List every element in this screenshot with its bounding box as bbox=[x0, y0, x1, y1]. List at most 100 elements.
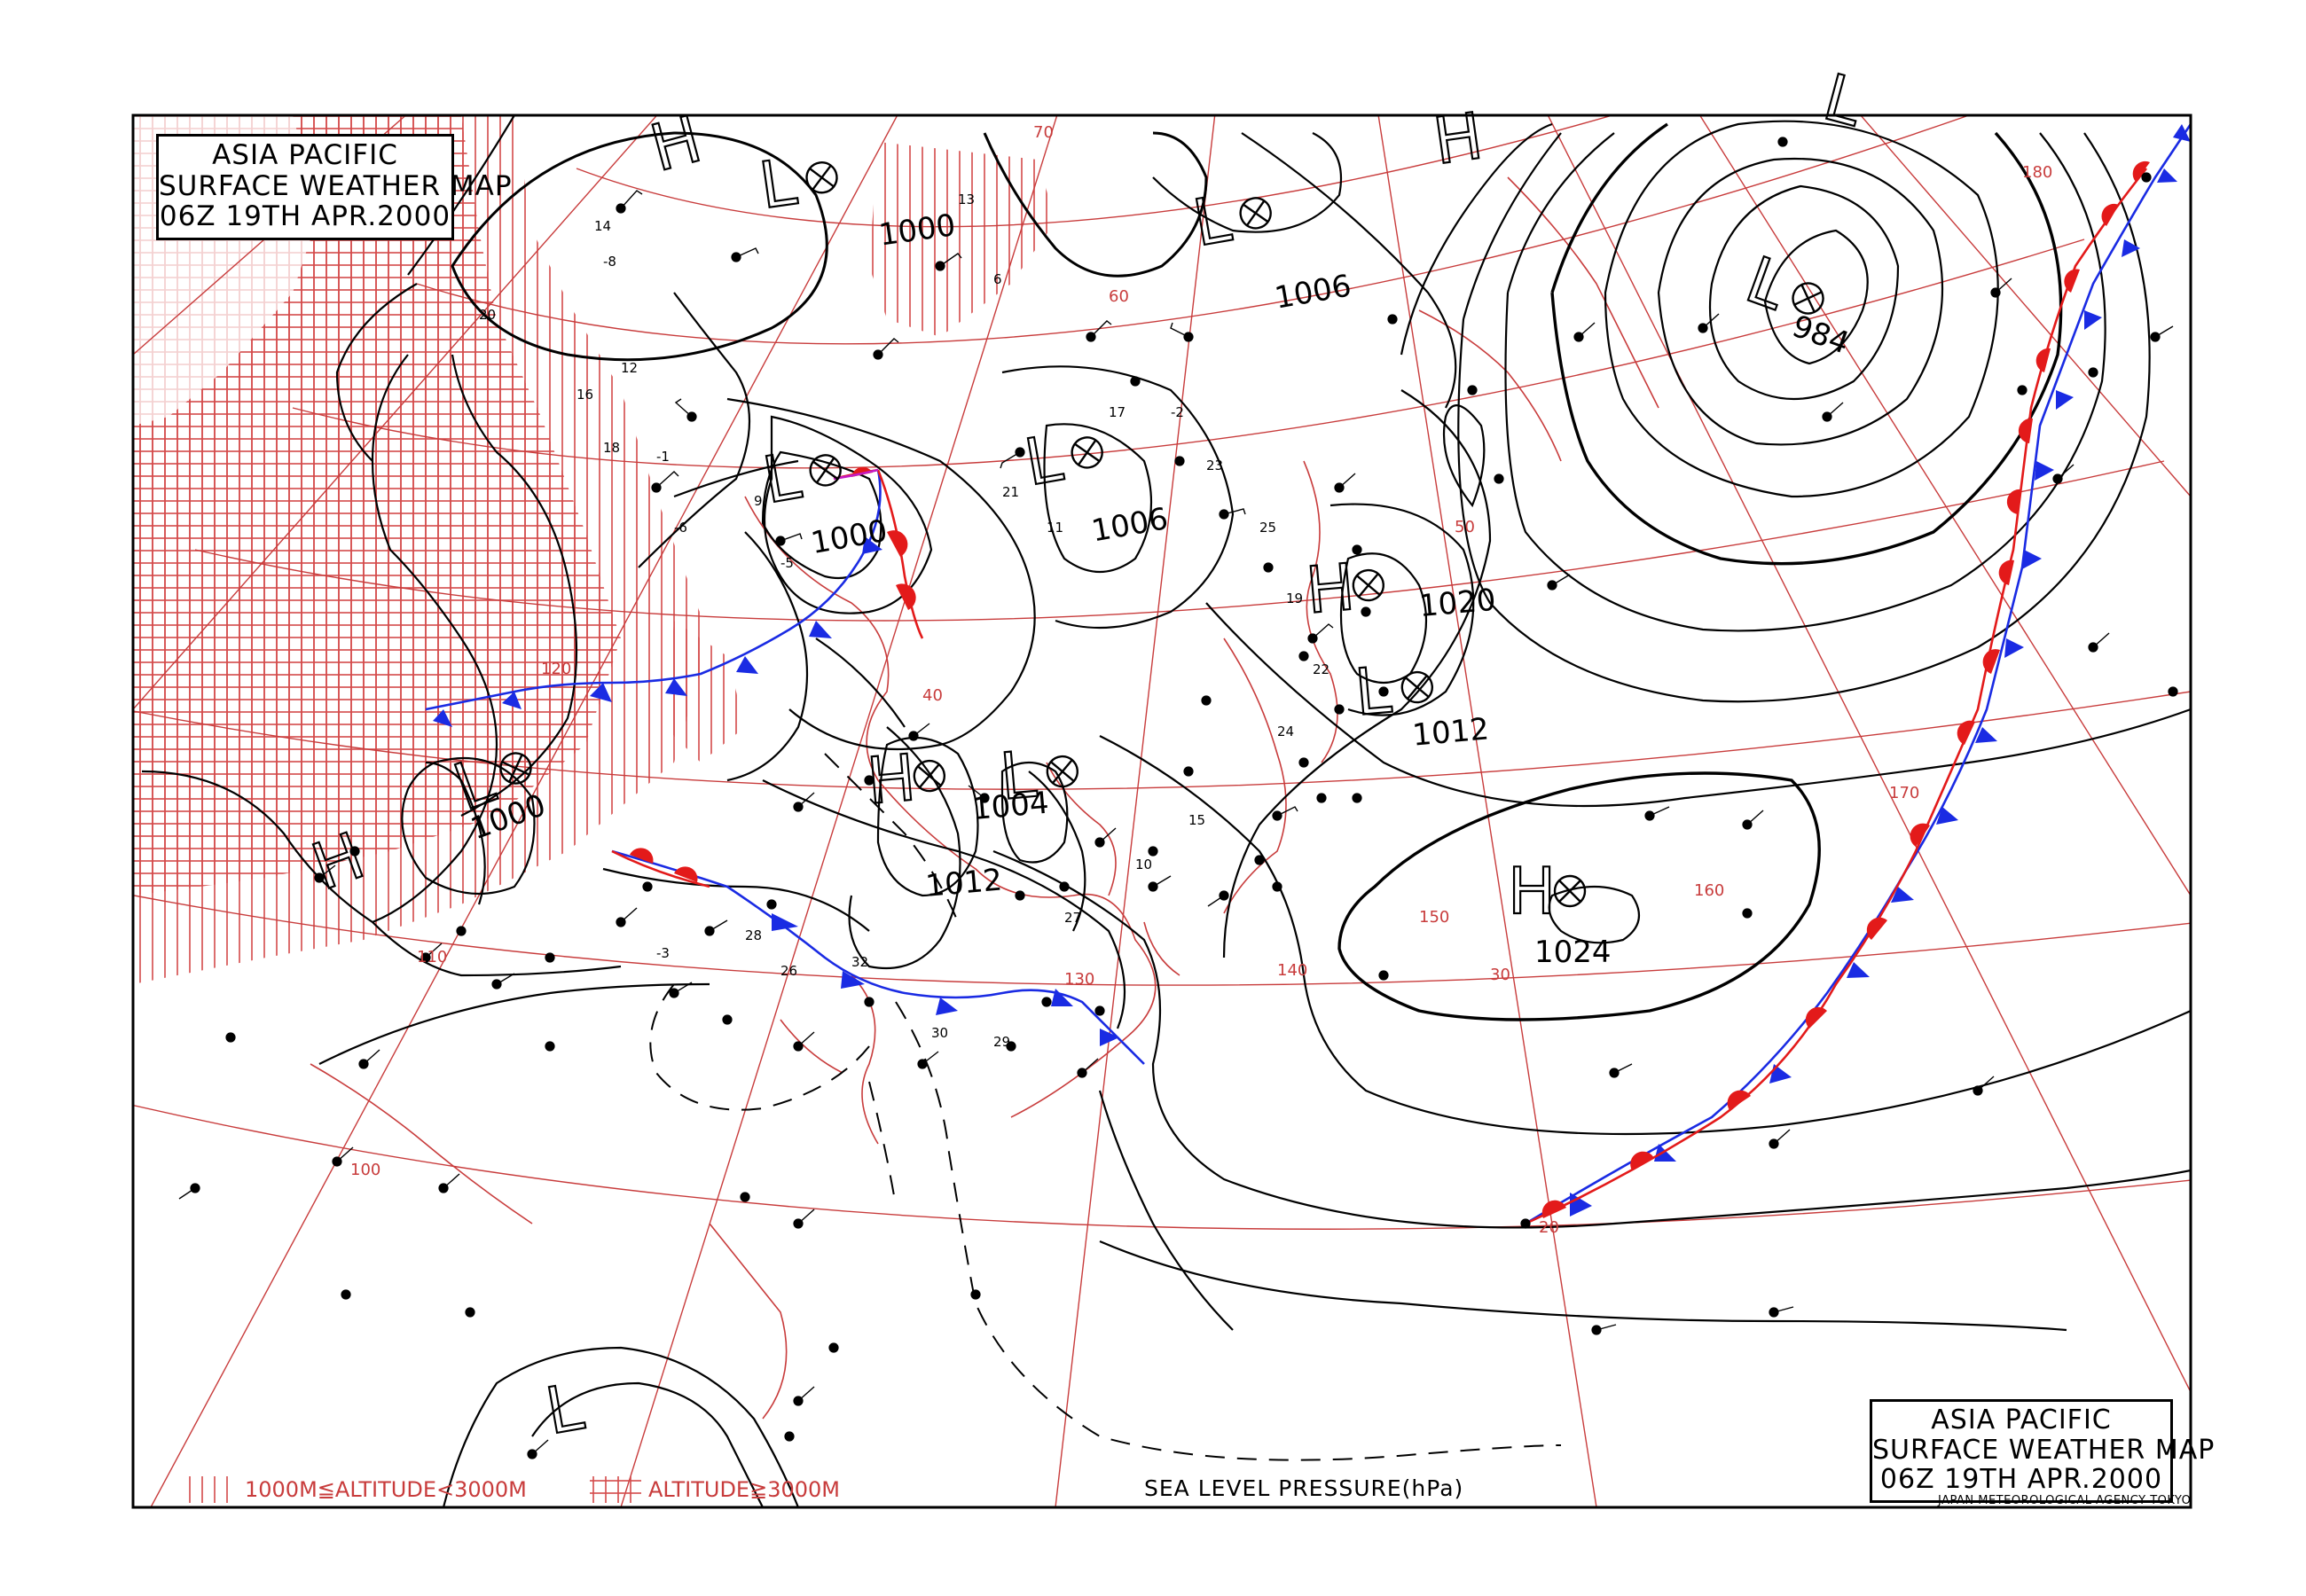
station-value: 30 bbox=[931, 1025, 948, 1041]
longitude-label: 120 bbox=[541, 660, 571, 678]
title-line-3: 06Z 19TH APR.2000 bbox=[1879, 1464, 2163, 1496]
center-marker-icon bbox=[1400, 670, 1434, 704]
legend-low-altitude: 1000M≦ALTITUDE<3000M bbox=[186, 1474, 527, 1506]
longitude-label: 110 bbox=[417, 948, 447, 966]
center-cross-icon bbox=[1793, 284, 1823, 313]
station-value: -5 bbox=[780, 555, 794, 571]
longitude-label: 160 bbox=[1694, 881, 1724, 900]
high-symbol-label: H bbox=[864, 740, 918, 818]
isobars bbox=[141, 115, 2191, 1507]
longitude-label: 100 bbox=[350, 1161, 380, 1179]
center-marker-icon bbox=[1046, 755, 1079, 788]
legend-high-altitude: ALTITUDE≧3000M bbox=[590, 1474, 840, 1506]
station-value: 25 bbox=[1259, 520, 1276, 536]
low-symbol-label: L bbox=[997, 737, 1039, 814]
station-value: 10 bbox=[1135, 857, 1152, 872]
warm-front-bumps bbox=[630, 160, 2150, 1218]
center-marker-icon bbox=[499, 752, 532, 785]
station-value: 21 bbox=[1002, 484, 1019, 500]
station-value: -6 bbox=[674, 520, 687, 536]
latitude-label: 20 bbox=[1539, 1218, 1559, 1237]
station-value: -3 bbox=[656, 945, 670, 961]
pressure-caption: SEA LEVEL PRESSURE(hPa) bbox=[1144, 1475, 1464, 1501]
grid-labels: 100 110 120 130 140 150 160 170 180 20 30 40 50 60 70 bbox=[350, 123, 2052, 1237]
high-pressure-center: H bbox=[1428, 98, 1488, 180]
center-cross-icon bbox=[917, 763, 942, 788]
latitude-label: 70 bbox=[1033, 123, 1054, 142]
longitude-label: 170 bbox=[1889, 784, 1919, 802]
center-cross-icon bbox=[501, 754, 530, 783]
center-marker-icon bbox=[1239, 197, 1272, 230]
high-pressure-center: H 1020 bbox=[1302, 549, 1497, 630]
low-symbol-label: L bbox=[1352, 653, 1393, 730]
hatch-swatch-icon bbox=[186, 1476, 238, 1503]
longitude-label: 140 bbox=[1277, 961, 1307, 980]
latitude-label: 40 bbox=[922, 686, 943, 705]
station-value: -2 bbox=[1171, 404, 1184, 420]
title-line-2: SURFACE WEATHER MAP bbox=[1872, 1434, 2216, 1466]
title-line-2: SURFACE WEATHER MAP bbox=[159, 169, 513, 202]
station-value: 29 bbox=[993, 1034, 1010, 1050]
station-value: 20 bbox=[479, 307, 496, 323]
station-value: 22 bbox=[1313, 661, 1329, 677]
center-marker-icon bbox=[805, 161, 838, 194]
crosshatch-swatch-icon bbox=[590, 1476, 641, 1503]
dashed-isobars bbox=[649, 753, 1562, 1461]
coastlines bbox=[310, 176, 1659, 1420]
station-value: 24 bbox=[1277, 724, 1294, 739]
lat-lon-grid bbox=[133, 115, 2191, 1507]
station-value: 11 bbox=[1047, 520, 1063, 536]
high-symbol-label: H bbox=[1429, 98, 1486, 179]
center-marker-icon bbox=[1553, 874, 1587, 908]
title-box-bottom-right: ASIA PACIFIC SURFACE WEATHER MAP 06Z 19T… bbox=[1870, 1399, 2216, 1503]
station-value: 19 bbox=[1286, 591, 1303, 606]
station-value: 18 bbox=[603, 440, 620, 456]
longitude-label: 180 bbox=[2022, 163, 2052, 182]
station-value: -1 bbox=[656, 449, 670, 465]
title-line-3: 06Z 19TH APR.2000 bbox=[159, 200, 451, 233]
high-pressure-center: H 1024 bbox=[1507, 853, 1612, 970]
center-marker-icon bbox=[1352, 568, 1385, 602]
latitude-label: 30 bbox=[1490, 966, 1510, 984]
station-values: 14 -8 20 16 12 18 -1 -6 9 -5 13 6 21 11 17 -2 23 25 19 22 24… bbox=[479, 192, 1329, 1050]
latitude-label: 60 bbox=[1109, 287, 1129, 306]
station-value: -8 bbox=[603, 254, 616, 270]
station-value: 28 bbox=[745, 927, 762, 943]
station-value: 17 bbox=[1109, 404, 1126, 420]
high-symbol-label: H bbox=[1508, 854, 1556, 928]
longitude-label: 150 bbox=[1419, 908, 1449, 927]
station-value: 32 bbox=[851, 954, 868, 970]
center-cross-icon bbox=[812, 457, 839, 483]
title-line-1: ASIA PACIFIC bbox=[212, 139, 398, 171]
station-value: 6 bbox=[993, 271, 1002, 287]
station-wind-barbs bbox=[178, 190, 2174, 1455]
title-box-top-left: ASIA PACIFIC SURFACE WEATHER MAP 06Z 19T… bbox=[156, 134, 513, 241]
center-cross-icon bbox=[1050, 759, 1075, 784]
station-value: 9 bbox=[754, 493, 763, 509]
station-value: 12 bbox=[621, 360, 638, 376]
center-marker-icon bbox=[809, 454, 842, 487]
station-value: 26 bbox=[780, 963, 797, 979]
center-cross-icon bbox=[1558, 880, 1581, 903]
center-cross-icon bbox=[809, 164, 835, 191]
legend-high-altitude-label: ALTITUDE≧3000M bbox=[648, 1477, 840, 1502]
legend-low-altitude-label: 1000M≦ALTITUDE<3000M bbox=[245, 1477, 527, 1502]
map-frame bbox=[131, 113, 2192, 1509]
station-value: 13 bbox=[958, 192, 975, 207]
center-marker-icon bbox=[1792, 282, 1824, 315]
high-pressure-center: H 1012 bbox=[863, 739, 1003, 904]
pressure-value-label: 1024 bbox=[1534, 935, 1612, 970]
station-value: 23 bbox=[1206, 458, 1223, 473]
pressure-value-label: 1004 bbox=[970, 786, 1050, 827]
center-cross-icon bbox=[1405, 675, 1430, 700]
high-symbol-label: H bbox=[1303, 550, 1357, 628]
station-value: 14 bbox=[594, 218, 611, 234]
agency-credit: JAPAN METEOROLOGICAL AGENCY TOKYO bbox=[1938, 1494, 2192, 1507]
pressure-value-label: 1012 bbox=[1411, 711, 1491, 753]
pressure-value-label: 1020 bbox=[1417, 583, 1497, 624]
latitude-label: 50 bbox=[1455, 518, 1475, 536]
center-marker-icon bbox=[1071, 436, 1103, 469]
station-value: 27 bbox=[1064, 910, 1081, 926]
